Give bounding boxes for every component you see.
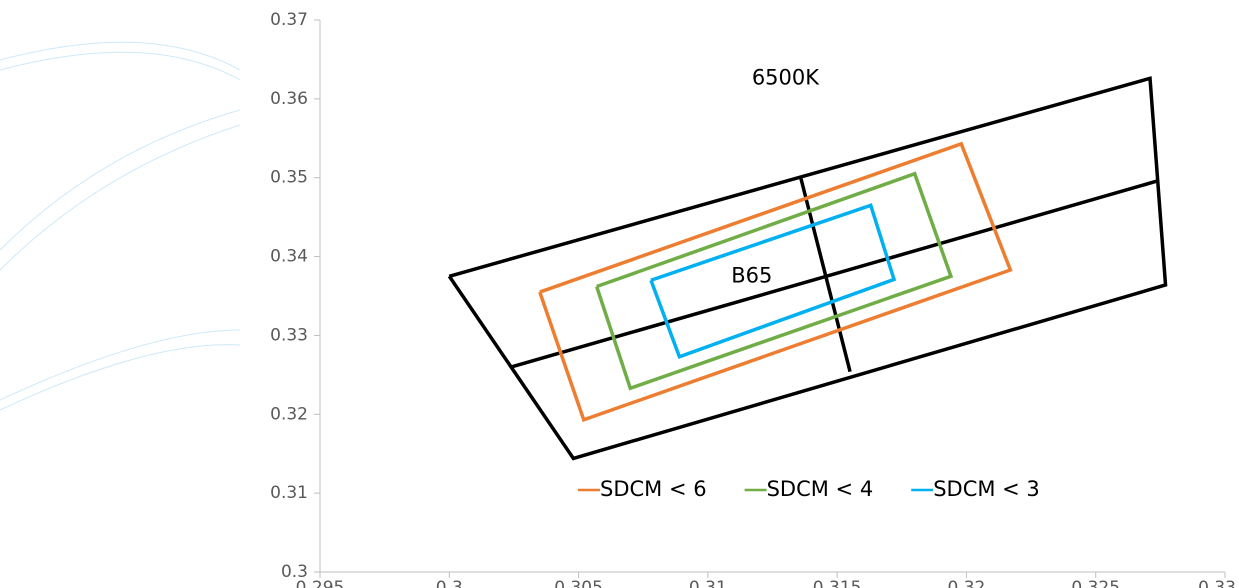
annotation: 6500K xyxy=(752,65,820,89)
x-tick-label: 0.325 xyxy=(1071,578,1120,588)
legend-label: SDCM < 6 xyxy=(600,477,707,501)
y-tick-label: 0.3 xyxy=(281,562,308,582)
y-tick-label: 0.37 xyxy=(270,10,308,30)
y-tick-label: 0.31 xyxy=(270,483,308,503)
annotation: B65 xyxy=(731,263,772,287)
x-tick-label: 0.32 xyxy=(947,578,985,588)
legend-label: SDCM < 3 xyxy=(933,477,1040,501)
x-tick-label: 0.295 xyxy=(296,578,345,588)
series-line xyxy=(595,171,954,391)
legend-label: SDCM < 4 xyxy=(767,477,874,501)
y-tick-label: 0.35 xyxy=(270,168,308,188)
x-tick-label: 0.315 xyxy=(813,578,862,588)
y-tick-label: 0.36 xyxy=(270,89,308,109)
series-line xyxy=(510,179,1159,369)
x-tick-label: 0.3 xyxy=(436,578,463,588)
x-tick-label: 0.33 xyxy=(1198,578,1236,588)
y-tick-label: 0.33 xyxy=(270,325,308,345)
x-tick-label: 0.305 xyxy=(554,578,603,588)
series-line xyxy=(538,141,1013,423)
x-tick-label: 0.31 xyxy=(689,578,727,588)
series-line xyxy=(649,203,897,359)
series-line xyxy=(447,76,1168,461)
y-tick-label: 0.34 xyxy=(270,247,308,267)
background-swirl xyxy=(0,41,241,411)
y-tick-label: 0.32 xyxy=(270,404,308,424)
